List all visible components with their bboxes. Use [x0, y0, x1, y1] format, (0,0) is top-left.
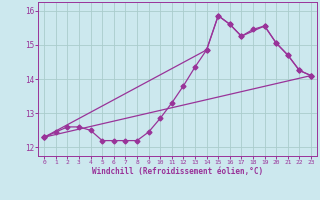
- X-axis label: Windchill (Refroidissement éolien,°C): Windchill (Refroidissement éolien,°C): [92, 167, 263, 176]
